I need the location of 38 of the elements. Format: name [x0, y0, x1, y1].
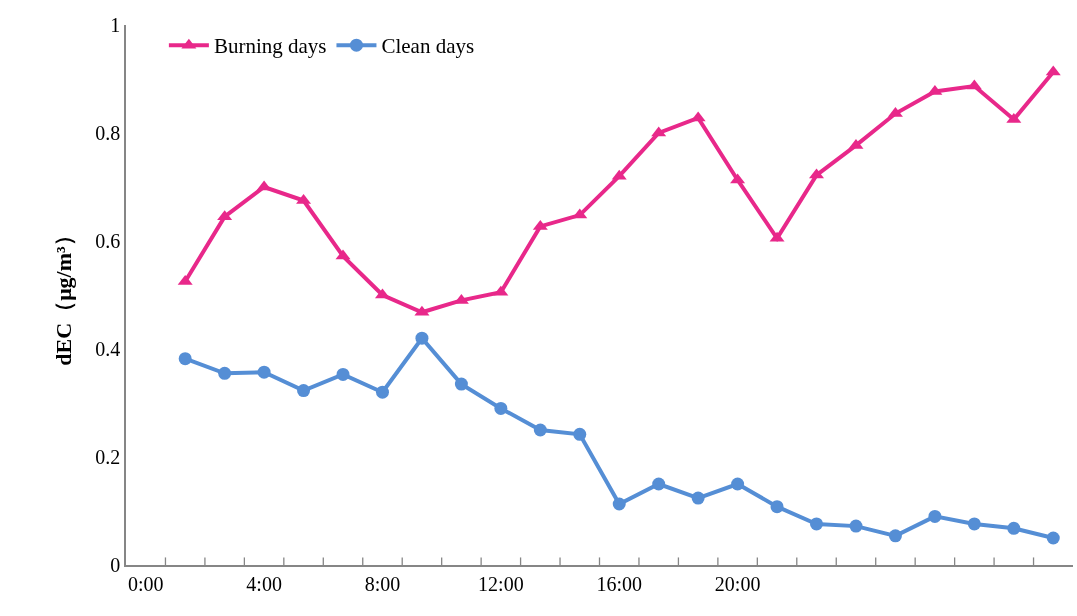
y-axis-title: dEC（μg/m³）	[50, 224, 76, 366]
point	[257, 365, 271, 379]
x-tick-label: 16:00	[596, 572, 643, 595]
point	[178, 352, 192, 366]
y-tick-label: 0.8	[95, 122, 121, 144]
point	[731, 477, 745, 491]
x-tick-label: 4:00	[246, 572, 282, 595]
point	[336, 367, 350, 381]
y-tick-label: 0.2	[95, 446, 121, 468]
x-tick-label: 20:00	[714, 572, 761, 595]
point	[375, 385, 389, 399]
x-tick-label: 12:00	[478, 572, 524, 595]
point	[652, 477, 666, 491]
point	[1007, 521, 1021, 535]
point	[888, 529, 902, 543]
point	[612, 497, 626, 511]
x-tick-label: 0:00	[127, 572, 164, 595]
point	[573, 427, 587, 441]
y-tick-label: 0.6	[95, 230, 121, 252]
x-tick-label: 8:00	[364, 572, 401, 595]
legend-label: Burning days	[213, 34, 327, 59]
point	[415, 331, 429, 345]
point	[849, 519, 863, 533]
point	[928, 509, 942, 523]
point	[770, 500, 784, 514]
point	[494, 401, 508, 415]
point	[454, 377, 468, 391]
point	[967, 517, 981, 531]
legend-label: Clean days	[381, 34, 475, 59]
point	[691, 491, 705, 505]
point	[1046, 531, 1060, 545]
point	[810, 517, 824, 531]
point	[218, 366, 232, 380]
y-tick-label: 0	[110, 554, 121, 576]
y-tick-label: 1	[110, 14, 121, 36]
point	[533, 423, 547, 437]
point	[297, 384, 311, 398]
y-tick-label: 0.4	[95, 338, 121, 360]
